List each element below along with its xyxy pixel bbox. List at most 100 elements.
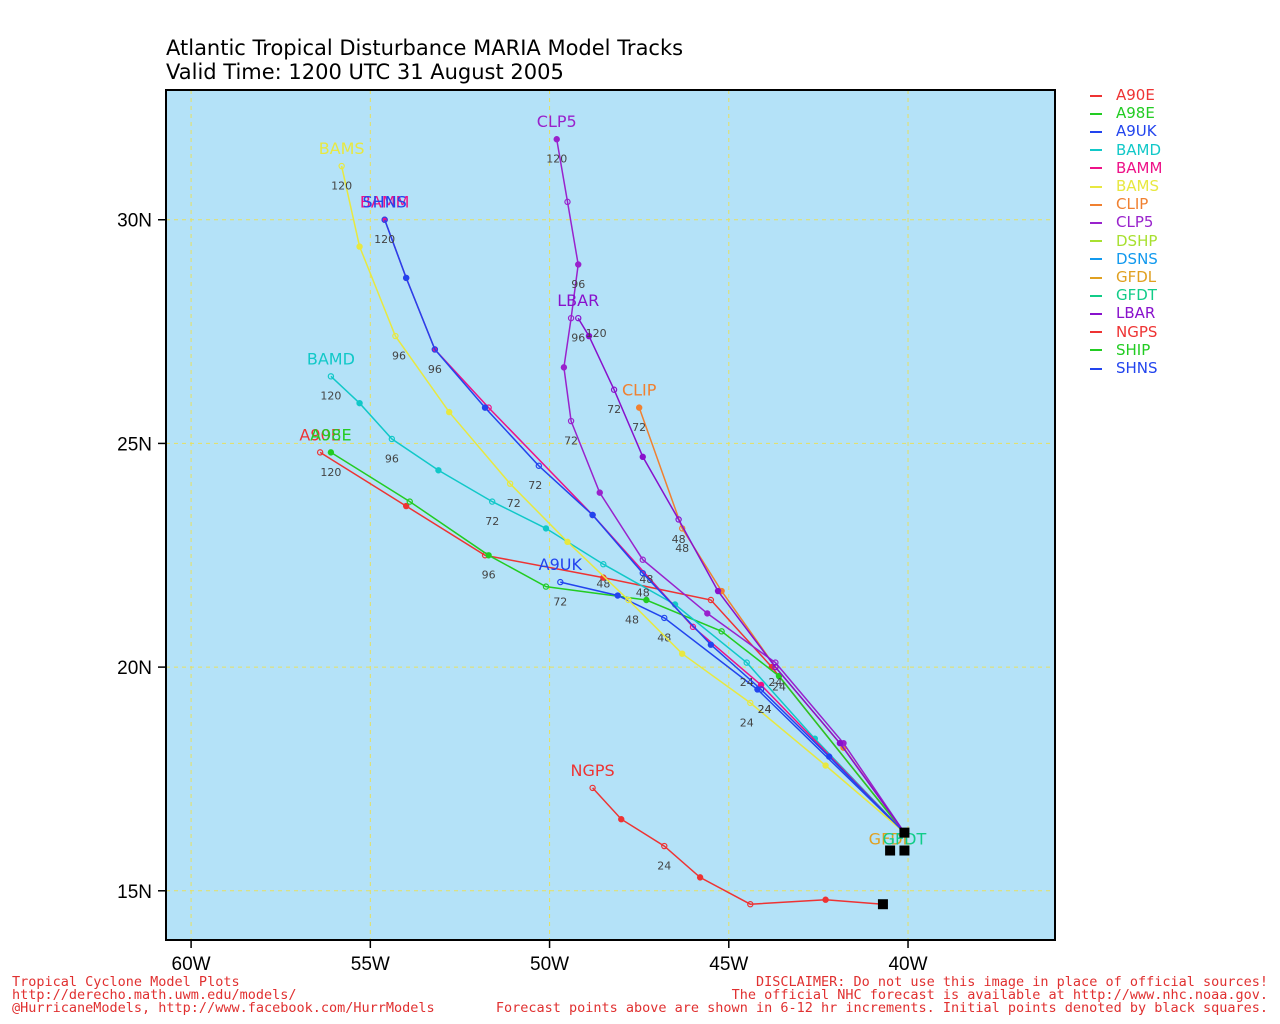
legend-label: A9UK xyxy=(1116,122,1157,141)
forecast-point xyxy=(635,404,643,411)
forecast-hour-label: 24 xyxy=(740,676,754,689)
legend-label: BAMS xyxy=(1116,177,1160,195)
forecast-point xyxy=(575,314,582,322)
forecast-hour-label: 24 xyxy=(657,859,671,872)
legend-item-lbar: LBAR xyxy=(1090,306,1155,321)
legend-label: NGPS xyxy=(1116,322,1158,341)
legend-item-a90e: A90E xyxy=(1090,88,1155,103)
initial-point-square xyxy=(899,827,910,838)
legend-label: BAMD xyxy=(1116,140,1162,159)
legend-item-bams: BAMS xyxy=(1090,179,1159,194)
initial-point-square xyxy=(877,899,888,910)
forecast-hour-label: 48 xyxy=(639,573,653,586)
track-end-label: BAMM xyxy=(360,193,410,212)
track-line xyxy=(577,317,906,834)
legend-label: BAMM xyxy=(1116,158,1163,177)
track-end-label: CLIP xyxy=(622,381,657,400)
legend-swatch xyxy=(1090,94,1102,97)
grid-lines xyxy=(166,90,1055,940)
forecast-hour-label: 24 xyxy=(758,703,772,716)
track-line xyxy=(555,139,906,834)
legend-label: SHIP xyxy=(1116,340,1151,359)
track-end-label: LBAR xyxy=(557,291,599,310)
legend-item-bamd: BAMD xyxy=(1090,140,1162,159)
track-end-label: A9UK xyxy=(539,555,583,574)
forecast-point xyxy=(714,587,722,595)
forecast-point xyxy=(402,274,410,282)
track-a9uk: 24 48 72 A9UK xyxy=(539,555,905,834)
x-tick-label: 60W xyxy=(172,954,211,975)
forecast-point xyxy=(747,699,754,707)
legend-item-ngps: NGPS xyxy=(1090,322,1158,341)
footer-url[interactable]: http://derecho.math.uwm.edu/models/ xyxy=(12,987,297,1003)
forecast-point xyxy=(564,538,571,546)
map-title: Atlantic Tropical Disturbance MARIA Mode… xyxy=(166,36,684,60)
forecast-point xyxy=(327,449,335,456)
forecast-point xyxy=(560,364,568,371)
forecast-point xyxy=(825,753,833,760)
legend-swatch xyxy=(1090,130,1102,133)
forecast-hour-label: 48 xyxy=(672,533,686,546)
track-end-label: NGPS xyxy=(570,761,614,780)
track-bams: 24 48 72 96 120 BAMS xyxy=(319,139,905,834)
y-tick-label: 20N xyxy=(117,658,152,679)
x-tick-label: 55W xyxy=(351,954,390,975)
forecast-point xyxy=(535,462,543,469)
forecast-hour-label: 120 xyxy=(331,179,352,192)
forecast-point xyxy=(596,489,603,496)
y-tick-label: 30N xyxy=(117,211,152,232)
forecast-hour-label: 120 xyxy=(320,466,341,479)
legend-item-clip: CLIP xyxy=(1090,197,1148,212)
forecast-point xyxy=(316,449,324,456)
forecast-hour-label: 120 xyxy=(586,327,607,340)
forecast-hour-label: 72 xyxy=(564,434,578,447)
ocean-background xyxy=(166,90,1055,940)
forecast-point xyxy=(757,686,765,693)
forecast-point xyxy=(836,739,844,747)
forecast-hour-label: 24 xyxy=(768,676,782,689)
forecast-point xyxy=(431,346,439,353)
footer-credit: Tropical Cyclone Model Plots xyxy=(12,974,240,990)
forecast-point xyxy=(338,162,345,170)
track-end-label: A98E xyxy=(310,425,351,444)
forecast-hour-label: 72 xyxy=(528,479,542,492)
track-end-label: BAMS xyxy=(319,139,365,158)
forecast-hour-label: 48 xyxy=(675,542,689,555)
legend-item-gfdt: GFDT xyxy=(1090,288,1157,303)
legend-swatch xyxy=(1090,349,1102,352)
legend-label: GFDT xyxy=(1116,286,1157,305)
legend-swatch xyxy=(1090,185,1102,188)
forecast-point xyxy=(707,641,715,648)
track-lbar: 48 72 96 120 LBAR xyxy=(557,291,906,834)
forecast-point xyxy=(489,498,496,505)
initial-point-square xyxy=(885,845,896,856)
forecast-hour-label: 72 xyxy=(553,596,567,609)
forecast-point xyxy=(589,511,596,519)
forecast-point xyxy=(356,399,363,407)
track-end-label: CLP5 xyxy=(537,112,577,131)
forecast-point xyxy=(614,592,621,599)
legend-label: LBAR xyxy=(1116,304,1156,323)
forecast-hour-label: 96 xyxy=(385,452,399,465)
forecast-point xyxy=(542,525,550,532)
forecast-hour-label: 96 xyxy=(428,363,442,376)
forecast-point xyxy=(707,596,715,604)
forecast-point xyxy=(481,404,489,411)
forecast-point xyxy=(610,386,618,393)
forecast-point xyxy=(639,453,646,461)
forecast-point xyxy=(743,659,750,666)
legend-label: CLIP xyxy=(1116,195,1149,214)
valid-time: Valid Time: 1200 UTC 31 August 2005 xyxy=(166,60,564,84)
forecast-point xyxy=(718,628,725,635)
footer-nhc-note: The official NHC forecast is available a… xyxy=(731,987,1268,1003)
legend-item-a9uk: A9UK xyxy=(1090,124,1157,139)
forecast-point xyxy=(775,672,783,680)
forecast-point xyxy=(600,561,607,568)
footer-social[interactable]: @HurricaneModels, http://www.facebook.co… xyxy=(12,1000,435,1016)
track-end-label: A90E xyxy=(299,425,340,444)
forecast-point xyxy=(772,663,779,671)
forecast-point xyxy=(356,243,363,250)
